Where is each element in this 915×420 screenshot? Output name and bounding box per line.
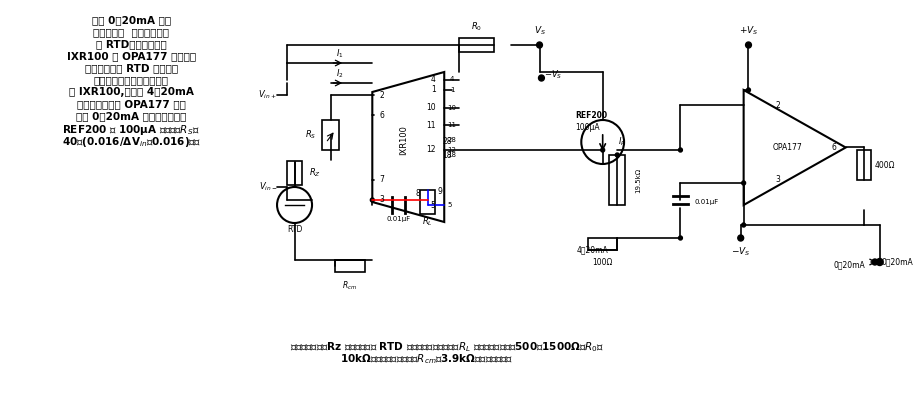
Text: 28: 28	[442, 137, 452, 147]
Text: $+V_S$: $+V_S$	[738, 24, 759, 37]
Circle shape	[679, 236, 683, 240]
Bar	[588, 238, 618, 250]
Circle shape	[371, 198, 374, 202]
Text: IXR100: IXR100	[399, 125, 408, 155]
Text: 3: 3	[379, 195, 384, 205]
Text: $R_{cm}$: $R_{cm}$	[342, 280, 358, 292]
Circle shape	[746, 42, 751, 48]
Text: 11: 11	[447, 122, 457, 128]
Text: 后以 0～20mA 形式输出。图中: 后以 0～20mA 形式输出。图中	[76, 111, 187, 121]
Bar	[857, 150, 871, 180]
Text: 11: 11	[426, 121, 436, 129]
Text: 化信号送人二线制温度变送: 化信号送人二线制温度变送	[93, 75, 168, 85]
Bar	[322, 120, 339, 150]
Text: REF200: REF200	[576, 110, 608, 120]
Text: 7: 7	[379, 176, 384, 184]
Circle shape	[615, 153, 619, 157]
Text: 1: 1	[450, 87, 455, 93]
Bar	[336, 260, 364, 272]
Circle shape	[742, 181, 746, 185]
Bar	[286, 161, 302, 185]
Text: 40／(0.016/ΔV$_{in}$－0.016)，为: 40／(0.016/ΔV$_{in}$－0.016)，为	[62, 135, 200, 149]
Text: 0～20mA: 0～20mA	[882, 257, 913, 267]
Text: 1: 1	[431, 86, 436, 94]
Circle shape	[747, 88, 750, 92]
Text: 2: 2	[775, 100, 780, 110]
Polygon shape	[372, 72, 445, 222]
Text: $V_{in-}$: $V_{in-}$	[259, 181, 277, 193]
Circle shape	[877, 258, 883, 265]
Text: 电流输出，再经 OPA177 运放: 电流输出，再经 OPA177 运放	[77, 99, 186, 109]
Text: 4: 4	[450, 76, 455, 82]
Text: 4: 4	[431, 76, 436, 84]
Text: 输出 0～20mA 的温: 输出 0～20mA 的温	[92, 15, 171, 25]
Text: $-V_S$: $-V_S$	[544, 69, 563, 81]
Text: 12: 12	[426, 145, 436, 155]
Text: 6: 6	[379, 110, 384, 120]
Text: $V_{in+}$: $V_{in+}$	[258, 89, 277, 101]
Text: 件 RTD、变送器模块: 件 RTD、变送器模块	[96, 39, 167, 49]
Circle shape	[742, 223, 746, 227]
Text: 9: 9	[438, 187, 443, 197]
Text: 0.01μF: 0.01μF	[386, 216, 411, 222]
Text: 4～20mA: 4～20mA	[577, 245, 608, 254]
Text: 度测量电路  电路由测温元: 度测量电路 电路由测温元	[93, 27, 169, 37]
Text: 5: 5	[447, 202, 451, 208]
Text: $R_S$: $R_S$	[305, 129, 316, 141]
Circle shape	[679, 148, 683, 152]
Bar	[420, 190, 436, 214]
Circle shape	[601, 148, 605, 152]
Text: 100Ω: 100Ω	[593, 258, 613, 267]
Text: 10: 10	[425, 103, 436, 113]
Polygon shape	[744, 90, 845, 205]
Text: 28: 28	[447, 137, 456, 143]
Circle shape	[737, 235, 744, 241]
Circle shape	[872, 259, 877, 265]
Text: 器 IXR100,转换为 4～20mA: 器 IXR100,转换为 4～20mA	[69, 87, 194, 97]
Text: 18: 18	[442, 150, 452, 160]
Text: 10kΩ，为漂移调整电阻，$R_{cm}$＝3.9kΩ，为共模电阻。: 10kΩ，为漂移调整电阻，$R_{cm}$＝3.9kΩ，为共模电阻。	[340, 352, 513, 366]
Text: 100μA: 100μA	[576, 123, 600, 131]
Text: $I_1$: $I_1$	[337, 47, 344, 60]
Text: $R_Z$: $R_Z$	[309, 167, 321, 179]
Text: 12: 12	[447, 147, 456, 153]
Text: IXR100 和 OPA177 运放等构: IXR100 和 OPA177 运放等构	[67, 51, 196, 61]
Text: 10: 10	[447, 105, 457, 111]
Text: $I_2$: $I_2$	[337, 68, 344, 80]
Text: REF200 为 100μA 恒流源，$R_S$＝: REF200 为 100μA 恒流源，$R_S$＝	[62, 123, 200, 137]
Text: $R_0$: $R_0$	[470, 21, 482, 33]
Bar	[609, 155, 625, 205]
Text: OPA177: OPA177	[772, 142, 802, 152]
Text: RTD: RTD	[286, 225, 302, 234]
Text: 2: 2	[379, 90, 384, 100]
Text: 0～20mA: 0～20mA	[834, 260, 866, 270]
Text: $I_R$: $I_R$	[619, 136, 626, 148]
Circle shape	[536, 42, 543, 48]
Circle shape	[277, 187, 312, 223]
Text: $-V_S$: $-V_S$	[731, 245, 750, 257]
Text: 0.01μF: 0.01μF	[694, 199, 718, 205]
Text: $R_L$: $R_L$	[423, 216, 433, 228]
Text: 成。测温元件 RTD 将温度变: 成。测温元件 RTD 将温度变	[85, 63, 178, 73]
Text: 18: 18	[447, 152, 457, 158]
Text: 量程调整电阻，Rz 为测温下限的 RTD 阻值，用于调整零点，$R_L$ 为线性调整电阻，500～1500Ω，$R_0$＝: 量程调整电阻，Rz 为测温下限的 RTD 阻值，用于调整零点，$R_L$ 为线性…	[290, 340, 604, 354]
Text: $V_S$: $V_S$	[533, 24, 545, 37]
Text: 6: 6	[832, 142, 836, 152]
Text: 3: 3	[775, 176, 780, 184]
Circle shape	[581, 120, 624, 164]
Text: 19.5kΩ: 19.5kΩ	[635, 168, 640, 192]
Bar	[458, 38, 494, 52]
Text: 8: 8	[415, 189, 420, 197]
Text: 400Ω: 400Ω	[875, 160, 896, 170]
Text: 5: 5	[431, 200, 436, 210]
Circle shape	[539, 75, 544, 81]
